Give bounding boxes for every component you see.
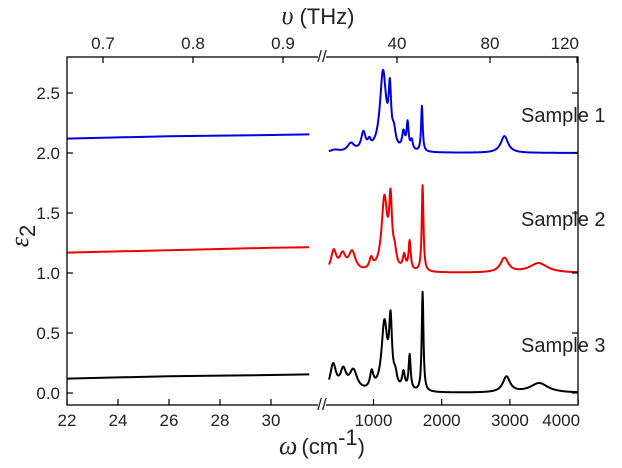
y-tick-label-0: 0.0: [36, 384, 60, 403]
plot-frame: [66, 56, 579, 406]
x2-axis-label: υ (THz): [282, 1, 355, 30]
bottom-break-gap: [318, 398, 326, 412]
top-break-mark: //: [317, 47, 327, 66]
x-tick-label-right-3: 4000: [542, 411, 580, 430]
x2-tick-label-0: 0.7: [91, 34, 115, 53]
x-tick-label-left-2: 26: [160, 411, 179, 430]
series-layer: [66, 68, 579, 394]
ticks-layer: 0.0 0.5 1.0 1.5 2.0 2.5 22 24 26 28 30 1000 2000 3000…: [36, 34, 580, 430]
x2-tick-label-5: 120: [551, 34, 579, 53]
top-break-gap: [318, 50, 326, 64]
y-tick-label-5: 2.5: [36, 84, 60, 103]
x2-tick-label-2: 0.9: [271, 34, 295, 53]
x-tick-label-left-4: 30: [262, 411, 281, 430]
x2-tick-label-4: 80: [481, 34, 500, 53]
x-tick-label-right-2: 3000: [491, 411, 529, 430]
sample-2-label: Sample 2: [521, 209, 606, 231]
x-tick-label-left-1: 24: [109, 411, 128, 430]
series-3-right-line: [328, 290, 579, 394]
x-tick-label-left-3: 28: [211, 411, 230, 430]
x2-tick-label-1: 0.8: [181, 34, 205, 53]
sample-3-label: Sample 3: [521, 335, 606, 357]
sample-1-label: Sample 1: [521, 105, 606, 127]
y-tick-label-4: 2.0: [36, 144, 60, 163]
series-1-right-line: [328, 68, 579, 154]
bottom-break-mark: //: [317, 395, 327, 414]
x2-tick-label-3: 40: [388, 34, 407, 53]
series-2-left-line: [66, 246, 310, 254]
y-tick-label-2: 1.0: [36, 264, 60, 283]
series-2-right-line: [328, 184, 579, 274]
y-tick-label-1: 0.5: [36, 324, 60, 343]
x-tick-label-left-0: 22: [58, 411, 77, 430]
y-axis-label: ε2: [5, 225, 40, 248]
x-tick-label-right-0: 1000: [355, 411, 393, 430]
series-1-left-line: [66, 133, 310, 140]
y-tick-label-3: 1.5: [36, 204, 60, 223]
x-tick-label-right-1: 2000: [423, 411, 461, 430]
x-axis-label: ω (cm-1): [279, 425, 365, 460]
series-3-left-line: [66, 373, 310, 380]
